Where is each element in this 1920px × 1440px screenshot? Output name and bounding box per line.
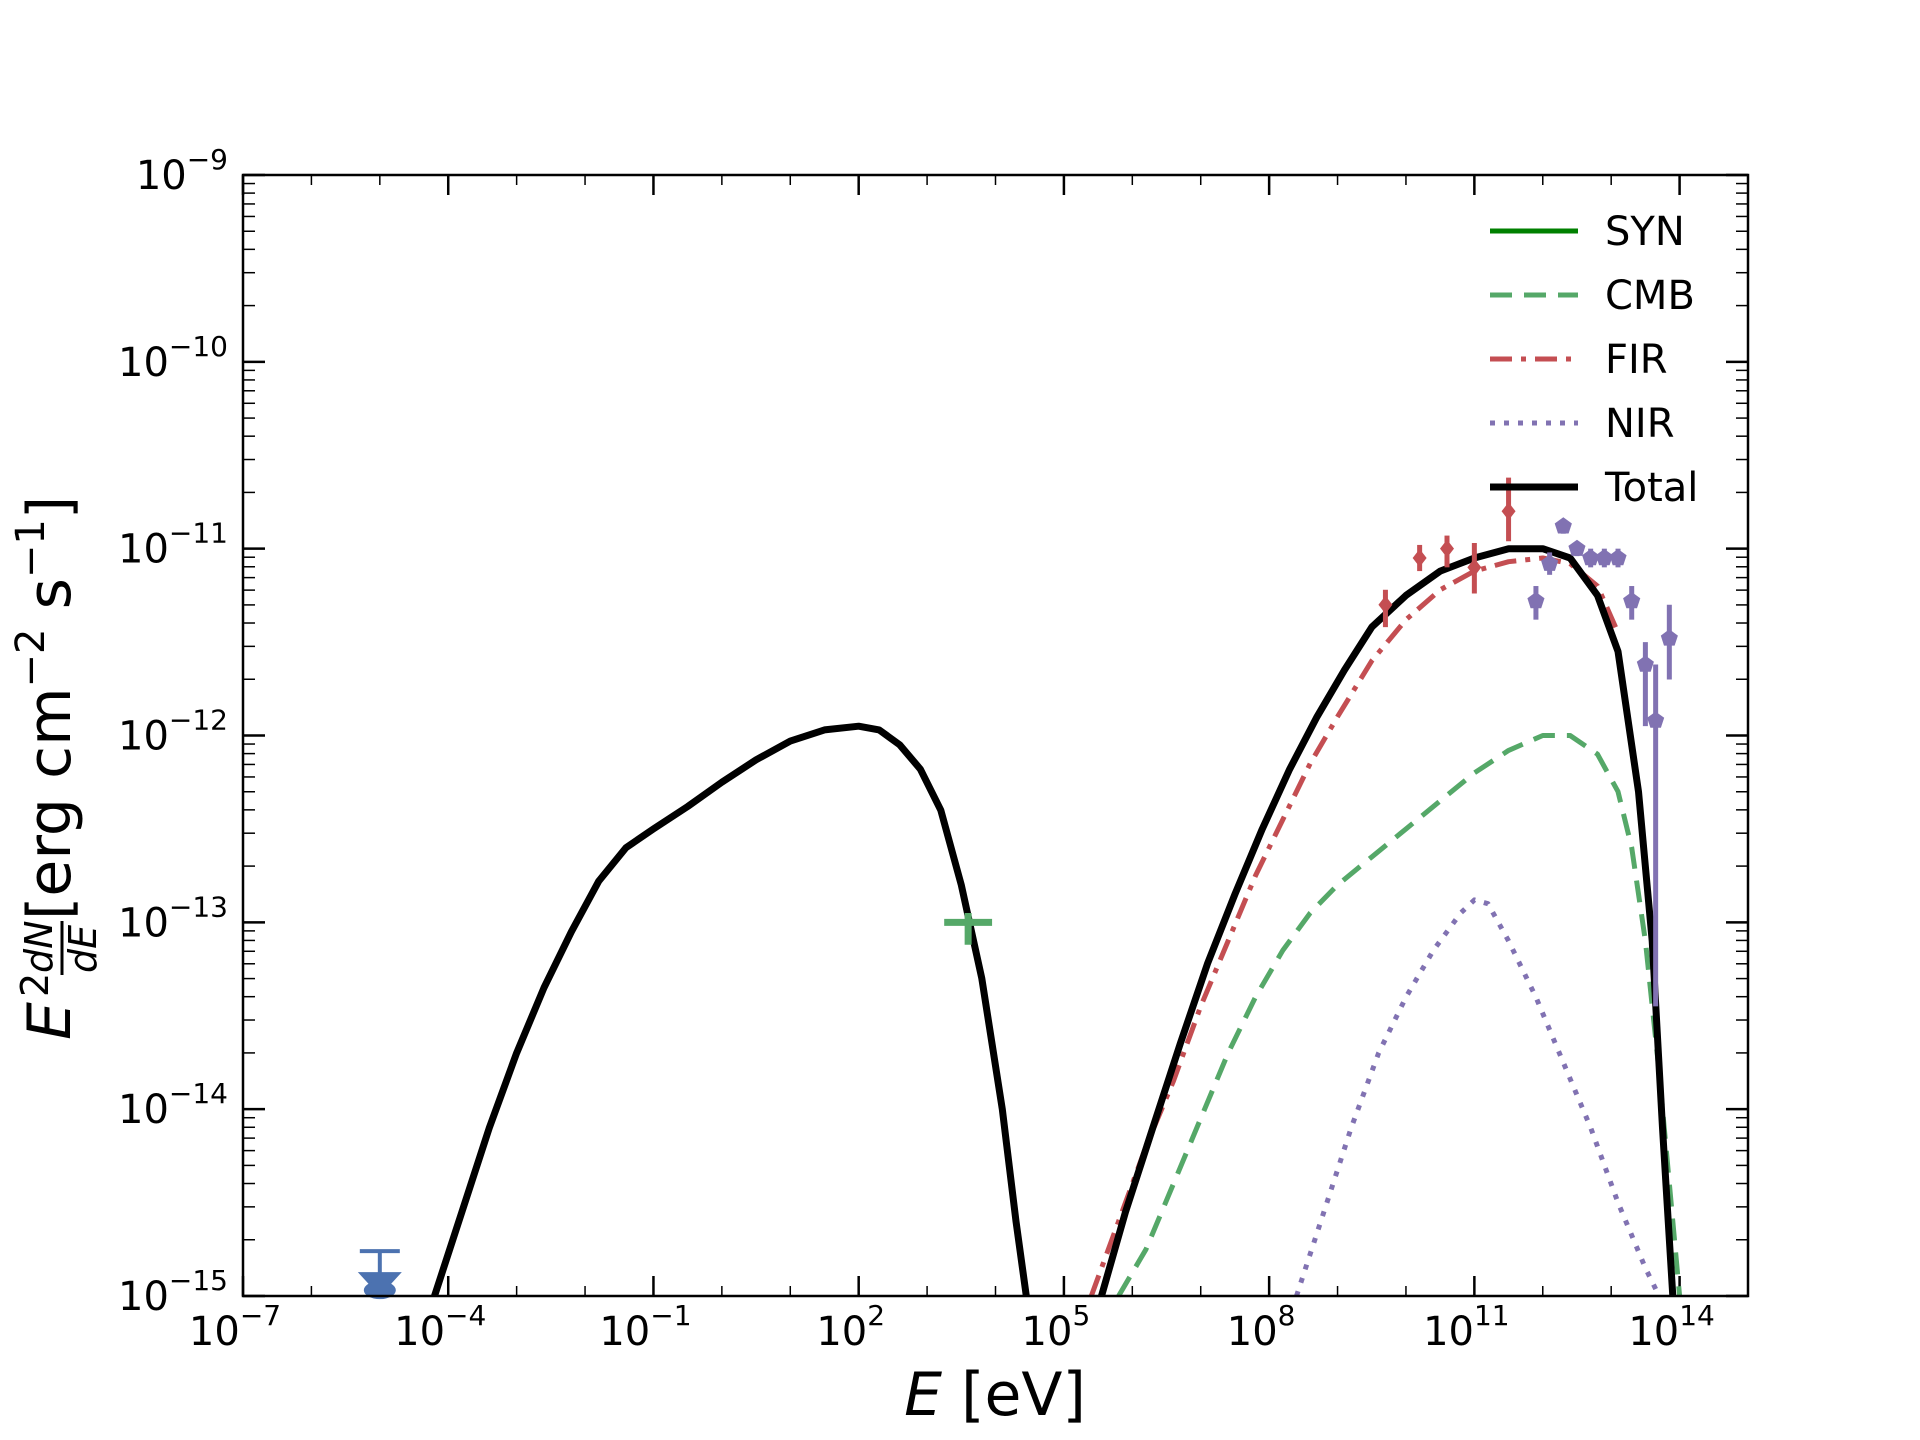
data-group-hawc-nir	[1527, 517, 1678, 1007]
data-group-hess-fir	[1378, 477, 1516, 628]
y-axis-label: E 2 dN dE [erg cm−2 s−1]	[8, 496, 105, 1040]
data-point	[1527, 586, 1545, 620]
y-tick-label: 10−15	[118, 1264, 228, 1320]
pentagon-marker	[1647, 711, 1665, 728]
series-layer	[431, 545, 1683, 1298]
data-point	[1609, 548, 1627, 568]
x-tick-label: 1014	[1628, 1299, 1715, 1355]
diamond-marker	[1412, 549, 1427, 568]
data-point	[1440, 535, 1454, 568]
y-axis-mid: s	[15, 578, 85, 628]
data-point	[1582, 548, 1600, 568]
y-axis-exp2: −1	[8, 519, 54, 578]
diamond-marker	[1467, 558, 1482, 577]
x-axis-unit: [eV]	[942, 1360, 1086, 1430]
y-axis-exp1: −2	[8, 629, 54, 688]
plot-background	[243, 175, 1748, 1296]
legend-label: SYN	[1605, 209, 1685, 255]
x-axis-label: E [eV]	[904, 1360, 1086, 1430]
pentagon-marker	[1609, 549, 1627, 566]
diamond-marker	[1378, 595, 1393, 614]
x-tick-label: 102	[816, 1299, 885, 1355]
pentagon-marker	[1554, 517, 1572, 534]
data-point	[1412, 544, 1427, 572]
diamond-marker	[1440, 539, 1454, 558]
pentagon-marker	[1623, 592, 1641, 609]
pentagon-marker	[1541, 554, 1559, 571]
data-point	[1568, 539, 1586, 557]
x-tick-label: 1011	[1423, 1299, 1510, 1355]
legend-item-total: Total	[1490, 465, 1698, 511]
y-tick-label: 10−12	[118, 704, 228, 760]
pentagon-marker	[1568, 539, 1586, 556]
pentagon-marker	[1582, 549, 1600, 566]
data-point	[1636, 642, 1654, 727]
series-line-total	[431, 545, 1677, 1298]
data-group-radio-ul	[357, 1249, 402, 1300]
data-point	[1554, 517, 1572, 534]
y-tick-label: 10−9	[136, 143, 228, 199]
y-axis-close: ]	[15, 496, 85, 519]
legend-item-syn: SYN	[1490, 209, 1685, 255]
data-point	[1541, 552, 1559, 575]
y-tick-label: 10−11	[118, 517, 228, 573]
plot-frame	[241, 173, 1750, 1298]
data-point	[1623, 586, 1641, 620]
data-group-x-ray	[944, 912, 993, 945]
legend-item-cmb: CMB	[1490, 273, 1695, 319]
legend-label: Total	[1604, 465, 1698, 511]
x-axis-var: E	[904, 1360, 942, 1430]
diamond-marker	[1501, 502, 1516, 521]
x-tick-label: 10−1	[599, 1299, 691, 1355]
series-line-fir	[1088, 555, 1621, 1297]
series-line-cmb	[1116, 733, 1683, 1298]
y-axis-frac-den: dE	[61, 925, 105, 973]
y-axis-two: 2	[13, 973, 57, 997]
legend-label: FIR	[1605, 337, 1668, 383]
data-points-layer	[357, 477, 1678, 1300]
legend-item-nir: NIR	[1490, 401, 1675, 447]
x-tick-labels: 10−7 10−4 10−1 102 105 108 1011 1014	[189, 1299, 1715, 1355]
data-point	[1378, 589, 1393, 628]
data-point	[1467, 543, 1482, 594]
data-point	[1660, 604, 1678, 680]
y-axis-unit-text: [erg cm−2 s−1]	[8, 496, 85, 920]
pentagon-marker	[1595, 549, 1613, 566]
legend-label: CMB	[1605, 273, 1695, 319]
pentagon-marker	[1636, 655, 1654, 672]
y-axis-frac-num: dN	[17, 920, 61, 973]
legend-label: NIR	[1605, 401, 1675, 447]
pentagon-marker	[1660, 629, 1678, 646]
y-tick-label: 10−13	[118, 890, 228, 946]
legend-item-fir: FIR	[1490, 337, 1668, 383]
x-tick-label: 10−7	[189, 1299, 281, 1355]
y-tick-labels: 10−15 10−14 10−13 10−12 10−11 10−10 10−9	[118, 143, 228, 1320]
y-axis-unit: [erg cm	[15, 687, 85, 920]
y-tick-label: 10−10	[118, 330, 228, 386]
y-axis-prefix: E	[15, 1002, 85, 1040]
y-tick-label: 10−14	[118, 1077, 228, 1133]
data-point	[1595, 548, 1613, 568]
x-tick-label: 10−4	[394, 1299, 486, 1355]
data-point	[1647, 664, 1665, 1007]
legend: SYN CMB FIR NIR Total	[1490, 209, 1698, 511]
upper-limit-marker	[363, 1281, 396, 1300]
pentagon-marker	[1527, 592, 1545, 609]
x-tick-label: 108	[1227, 1299, 1296, 1355]
x-tick-label: 105	[1022, 1299, 1091, 1355]
